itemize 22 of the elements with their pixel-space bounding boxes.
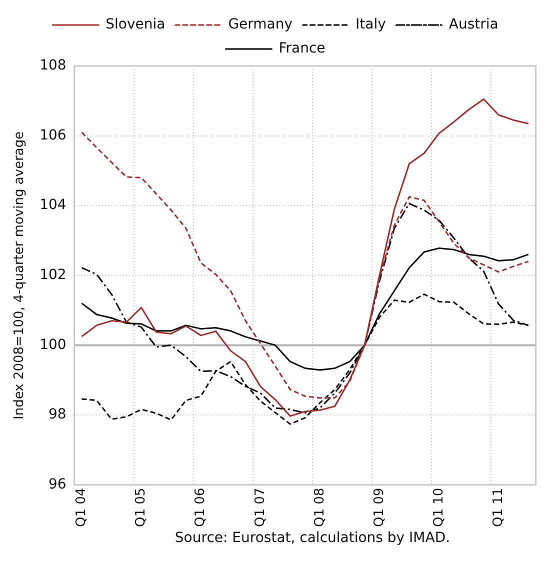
source-note: Source: Eurostat, calculations by IMAD.	[174, 530, 452, 546]
y-tick-label: 96	[48, 476, 66, 492]
y-axis-title: Index 2008=100, 4-quarter moving average	[12, 131, 28, 420]
legend-label: Slovenia	[106, 16, 166, 33]
x-tick-label: Q1 07	[252, 488, 268, 528]
y-tick-label: 108	[40, 58, 66, 74]
x-tick-label: Q1 11	[490, 488, 506, 528]
x-tick-label: Q1 05	[134, 488, 149, 528]
y-tick-label: 106	[40, 127, 66, 144]
x-tick-label: Q1 10	[431, 488, 446, 528]
y-tick-label: 100	[40, 336, 66, 353]
legend-label: Italy	[356, 16, 386, 33]
legend-label: Germany	[228, 16, 293, 33]
x-tick-label: Q1 09	[372, 488, 387, 528]
legend-label: Austria	[448, 16, 498, 33]
y-tick-label: 98	[48, 406, 66, 423]
x-tick-label: Q1 08	[312, 488, 328, 528]
x-tick-label: Q1 04	[74, 488, 90, 528]
y-tick-label: 104	[40, 197, 66, 214]
y-tick-label: 102	[40, 267, 66, 284]
legend-label: France	[278, 40, 326, 57]
x-tick-label: Q1 06	[193, 488, 208, 528]
